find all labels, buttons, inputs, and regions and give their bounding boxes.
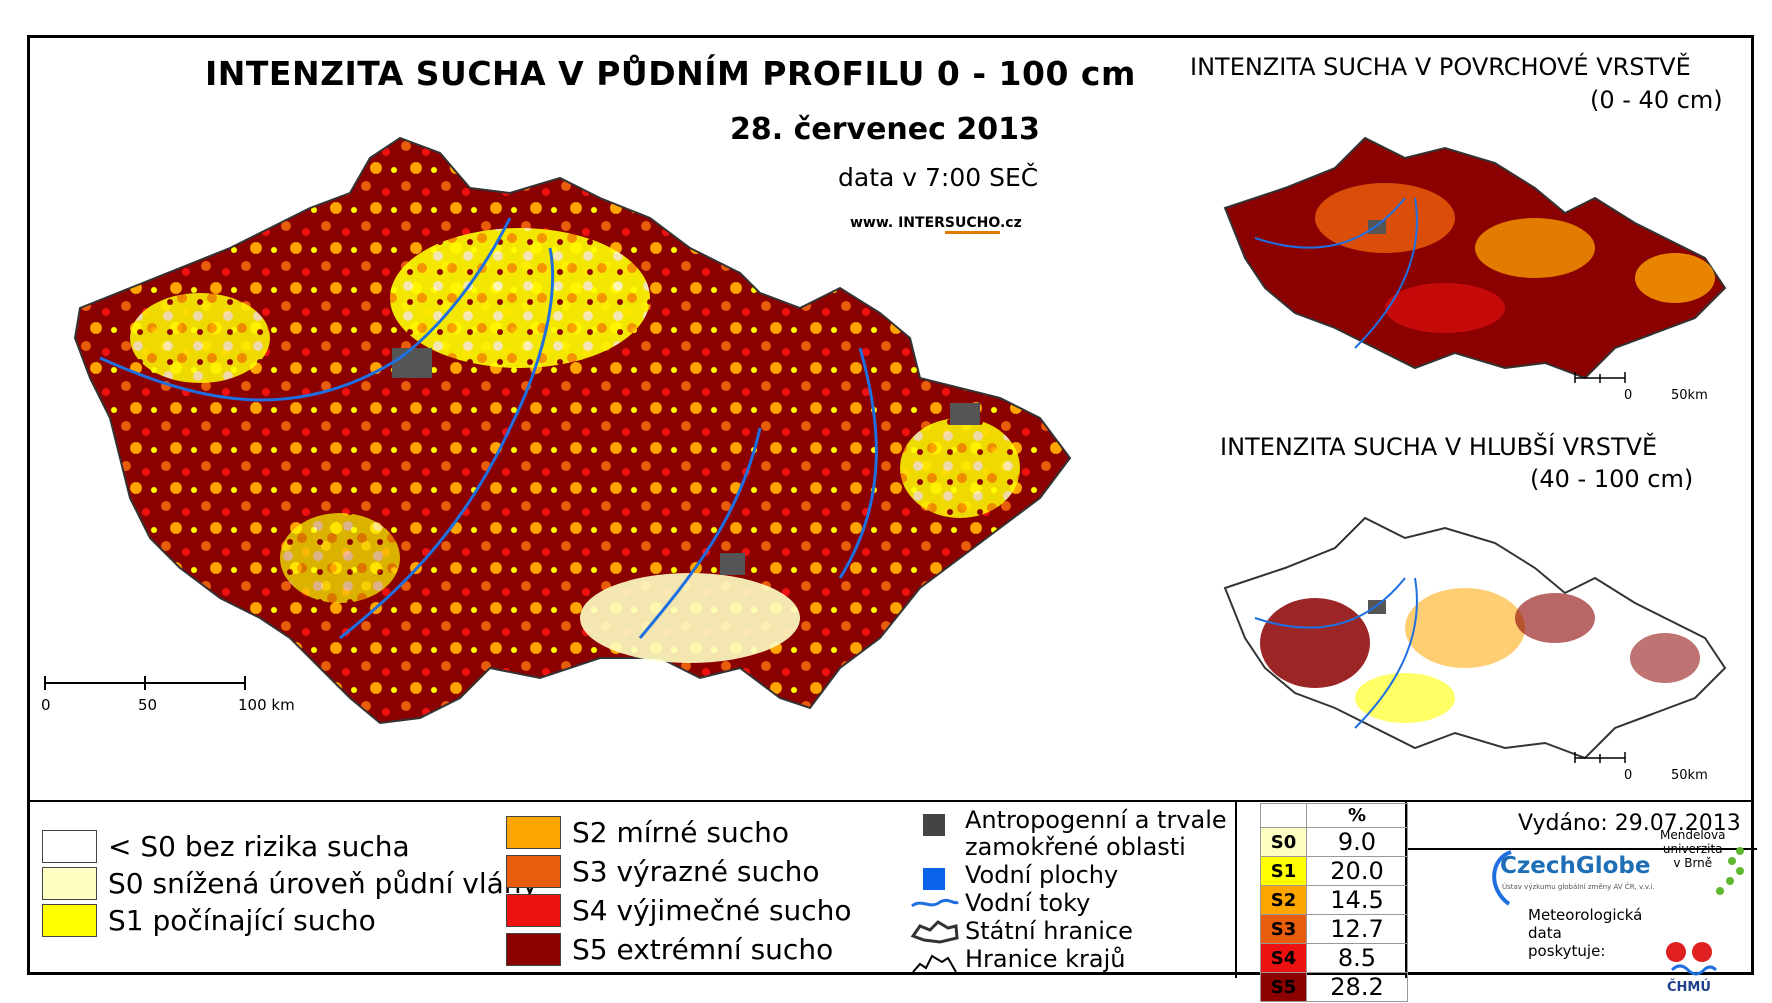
chmu-logo-icon bbox=[1666, 942, 1718, 976]
inset-top-scale-50: 50km bbox=[1671, 388, 1708, 403]
stats-row-s0: S0 9.0 bbox=[1260, 827, 1408, 857]
stats-code-s4: S4 bbox=[1260, 943, 1307, 973]
legend-feature-rivers: Vodní toky bbox=[965, 889, 1091, 917]
stats-row-s2: S2 14.5 bbox=[1260, 885, 1408, 915]
issued-date: Vydáno: 29.07.2013 bbox=[1518, 811, 1741, 836]
blue-square-icon bbox=[923, 868, 945, 890]
mendel-logo-icon bbox=[1716, 847, 1744, 895]
legend-swatch-s2 bbox=[506, 816, 561, 849]
legend-divider bbox=[30, 800, 1751, 802]
legend-swatch-s1 bbox=[42, 904, 97, 937]
legend-swatch-s3 bbox=[506, 855, 561, 888]
legend-label-s4: S4 výjimečné sucho bbox=[572, 894, 852, 927]
website-suffix: .cz bbox=[999, 215, 1022, 231]
meteo-line-3: poskytuje: bbox=[1528, 942, 1606, 960]
meteo-data-text: Meteorologická data poskytuje: bbox=[1528, 906, 1642, 960]
stats-row-s4: S4 8.5 bbox=[1260, 943, 1408, 973]
map-frame: INTENZITA SUCHA V PŮDNÍM PROFILU 0 - 100… bbox=[27, 35, 1757, 1002]
website-highlight: SUCHO bbox=[944, 215, 1000, 234]
legend-label-below-s0: < S0 bez rizika sucha bbox=[108, 830, 410, 863]
stats-code-s2: S2 bbox=[1260, 885, 1307, 915]
legend-label-s5: S5 extrémní sucho bbox=[572, 933, 834, 966]
stats-header-row: % bbox=[1260, 803, 1408, 828]
mendel-line-2: univerzita bbox=[1662, 842, 1723, 856]
mendel-line-3: v Brně bbox=[1673, 856, 1713, 870]
stats-value-s5: 28.2 bbox=[1306, 972, 1408, 1002]
main-time: data v 7:00 SEČ bbox=[838, 163, 1039, 192]
main-title: INTENZITA SUCHA V PŮDNÍM PROFILU 0 - 100… bbox=[205, 54, 1136, 93]
state-border-icon bbox=[910, 920, 959, 944]
legend-swatch-s0 bbox=[42, 867, 97, 900]
inset-top-subtitle: (0 - 40 cm) bbox=[1590, 86, 1723, 114]
stats-table: % S0 9.0 S1 20.0 S2 14.5 S3 12.7 S4 8.5 … bbox=[1260, 803, 1408, 1002]
stats-row-s5: S5 28.2 bbox=[1260, 972, 1408, 1002]
czechglobe-subtitle: Ústav výzkumu globální změny AV ČR, v.v.… bbox=[1502, 883, 1655, 891]
legend-swatch-s4 bbox=[506, 894, 561, 927]
river-line-icon bbox=[911, 898, 959, 908]
stats-code-s0: S0 bbox=[1260, 827, 1307, 857]
stats-row-s3: S3 12.7 bbox=[1260, 914, 1408, 944]
czechglobe-logo-icon bbox=[1492, 850, 1512, 906]
stats-header-percent: % bbox=[1306, 803, 1408, 828]
stats-value-s4: 8.5 bbox=[1306, 943, 1408, 973]
inset-bottom-title: INTENZITA SUCHA V HLUBŠÍ VRSTVĚ bbox=[1220, 433, 1658, 461]
stats-value-s2: 14.5 bbox=[1306, 885, 1408, 915]
legend-label-s0: S0 snížená úroveň půdní vláhy bbox=[108, 867, 539, 900]
stats-value-s0: 9.0 bbox=[1306, 827, 1408, 857]
stats-code-s3: S3 bbox=[1260, 914, 1307, 944]
region-border-icon bbox=[912, 954, 957, 973]
legend-feature-anthropogenic: Antropogenní a trvale bbox=[965, 806, 1227, 834]
main-scale-0: 0 bbox=[41, 696, 51, 714]
main-date: 28. červenec 2013 bbox=[730, 112, 1040, 147]
main-scale-100: 100 km bbox=[238, 696, 295, 714]
website-prefix: www. INTER bbox=[850, 215, 945, 231]
gray-square-icon bbox=[923, 814, 945, 836]
legend-label-s1: S1 počínající sucho bbox=[108, 904, 376, 937]
legend-swatch-below-s0 bbox=[42, 830, 97, 863]
inset-top-map bbox=[1223, 136, 1727, 383]
meteo-line-1: Meteorologická bbox=[1528, 906, 1643, 924]
main-scale-50: 50 bbox=[138, 696, 158, 714]
chmu-logo-text: ČHMÚ bbox=[1667, 980, 1711, 995]
legend-feature-state-border: Státní hranice bbox=[965, 917, 1133, 945]
stats-value-s3: 12.7 bbox=[1306, 914, 1408, 944]
inset-top-scale-0: 0 bbox=[1624, 388, 1633, 403]
inset-bottom-map bbox=[1223, 516, 1727, 763]
inset-bottom-subtitle: (40 - 100 cm) bbox=[1530, 465, 1694, 493]
stats-code-s1: S1 bbox=[1260, 856, 1307, 886]
stats-value-s1: 20.0 bbox=[1306, 856, 1408, 886]
legend-label-s3: S3 výrazné sucho bbox=[572, 855, 820, 888]
inset-top-title: INTENZITA SUCHA V POVRCHOVÉ VRSTVĚ bbox=[1190, 53, 1691, 81]
main-drought-map bbox=[44, 136, 1072, 725]
legend-swatch-s5 bbox=[506, 933, 561, 966]
legend-separator-1 bbox=[1235, 800, 1237, 978]
mendel-logo-text: Mendelova univerzita v Brně bbox=[1660, 828, 1725, 870]
stats-code-s5: S5 bbox=[1260, 972, 1307, 1002]
legend-label-s2: S2 mírné sucho bbox=[572, 816, 790, 849]
czechglobe-logo: CzechGlobe bbox=[1500, 853, 1651, 879]
legend-feature-wetland: zamokřené oblasti bbox=[965, 833, 1186, 861]
inset-bottom-scale-50: 50km bbox=[1671, 768, 1708, 783]
stats-header-code bbox=[1260, 803, 1307, 828]
stats-row-s1: S1 20.0 bbox=[1260, 856, 1408, 886]
legend-feature-water-bodies: Vodní plochy bbox=[965, 861, 1119, 889]
legend-feature-region-border: Hranice krajů bbox=[965, 945, 1126, 973]
logo-separator bbox=[1405, 848, 1757, 850]
inset-bottom-scale-0: 0 bbox=[1624, 768, 1633, 783]
mendel-line-1: Mendelova bbox=[1660, 828, 1726, 842]
meteo-line-2: data bbox=[1528, 924, 1562, 942]
website-link[interactable]: www. INTERSUCHO.cz bbox=[850, 215, 1022, 234]
